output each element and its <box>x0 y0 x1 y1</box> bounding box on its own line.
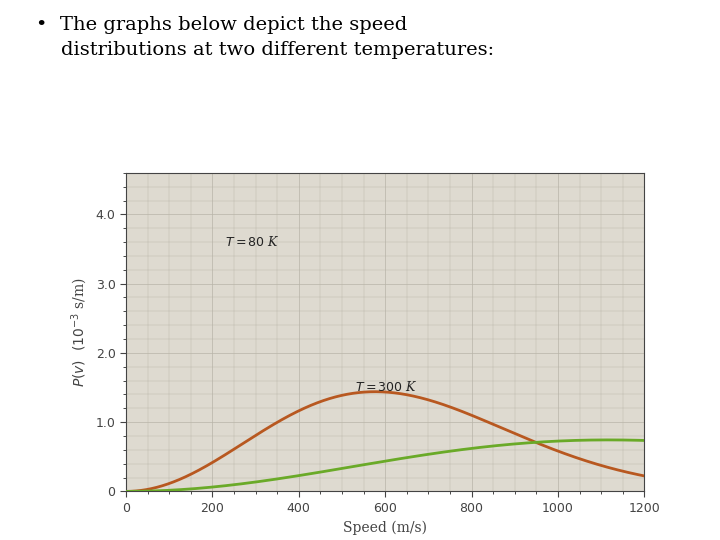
Text: $T = 300$ K: $T = 300$ K <box>355 380 418 394</box>
X-axis label: Speed (m/s): Speed (m/s) <box>343 521 427 535</box>
Text: $T = 80$ K: $T = 80$ K <box>225 234 280 248</box>
Y-axis label: $P(v)$  $(10^{-3}$ s/m): $P(v)$ $(10^{-3}$ s/m) <box>70 277 90 387</box>
Text: •  The graphs below depict the speed
    distributions at two different temperat: • The graphs below depict the speed dist… <box>36 16 494 59</box>
